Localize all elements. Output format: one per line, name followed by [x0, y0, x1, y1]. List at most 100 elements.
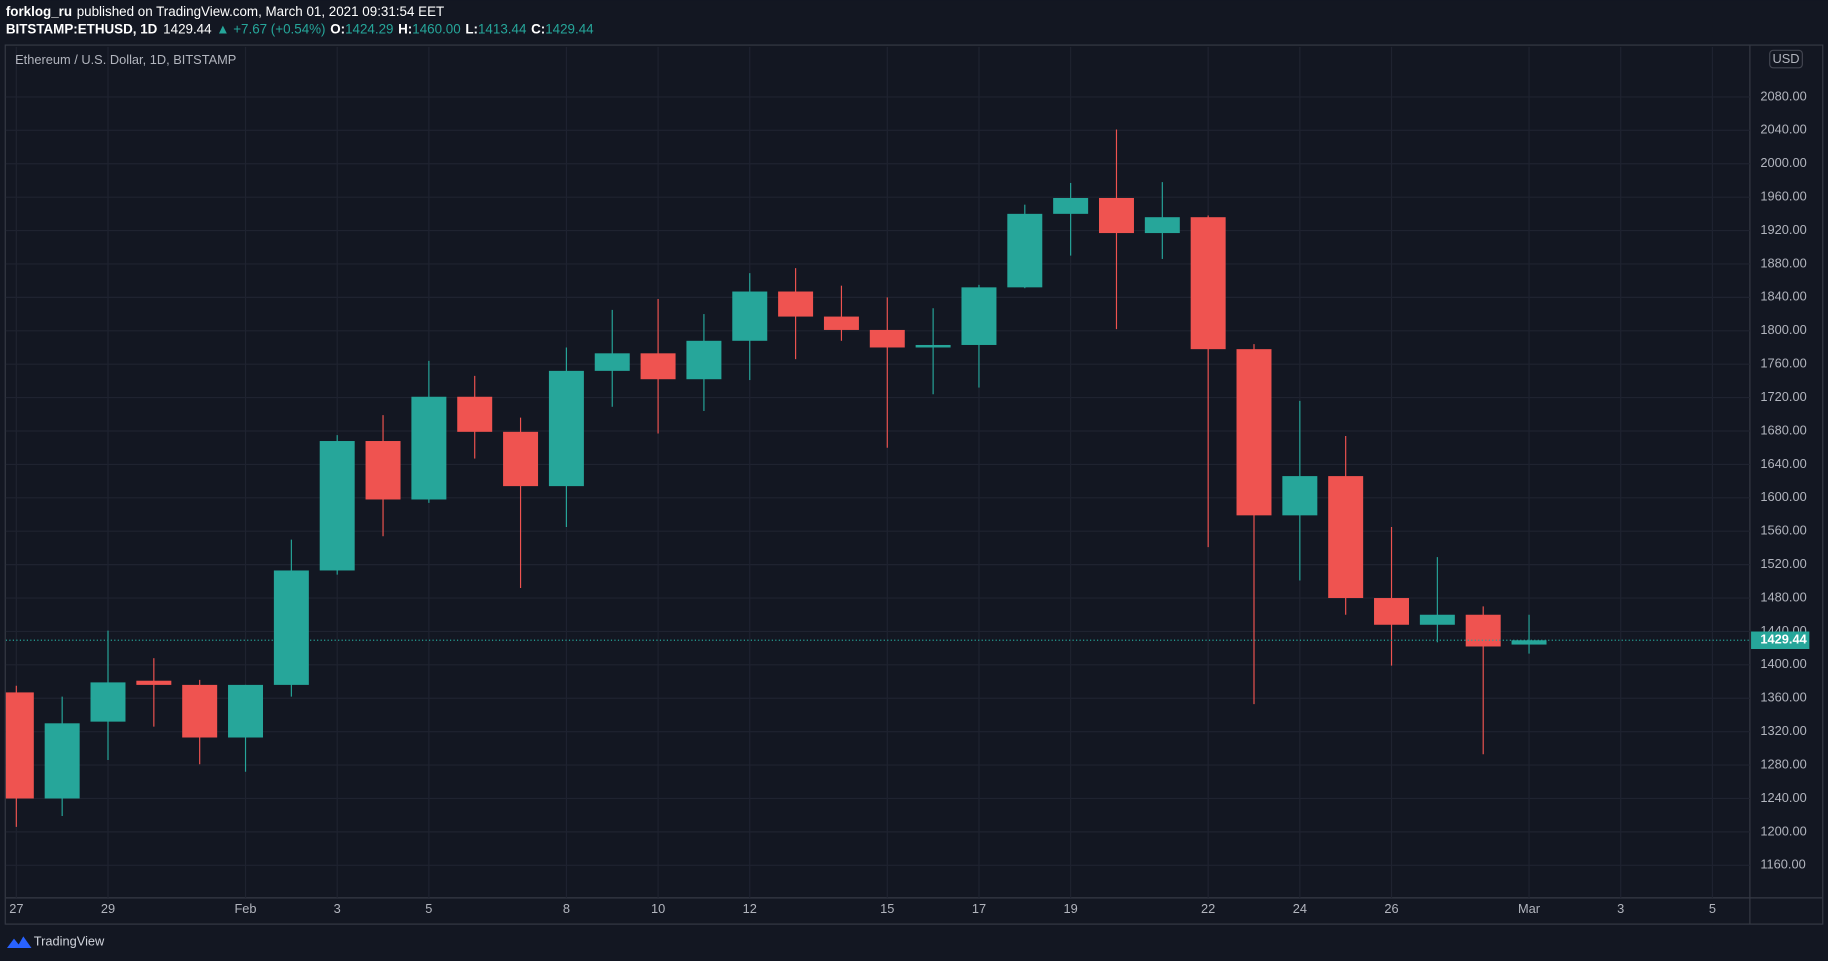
x-tick-label: 26 [1384, 901, 1398, 916]
ohlc-value: 1424.29 [345, 21, 393, 36]
author: forklog_ru [6, 3, 72, 18]
ohlc-value: 1460.00 [412, 21, 460, 36]
y-tick-label: 1760.00 [1760, 356, 1806, 371]
ohlc-key: O: [330, 21, 345, 36]
x-tick-label: 27 [9, 901, 23, 916]
candle-body [319, 441, 355, 571]
candle-body [1465, 614, 1501, 647]
candle-body [5, 692, 34, 799]
y-tick-label: 1160.00 [1760, 857, 1805, 872]
y-tick-label: 1520.00 [1760, 556, 1806, 571]
x-tick-label: 5 [425, 901, 432, 916]
last-price-box [1751, 631, 1810, 650]
x-tick-label: 29 [101, 901, 115, 916]
candle-body [594, 353, 630, 371]
ohlc-key: C: [531, 21, 545, 36]
y-tick-label: 1240.00 [1760, 790, 1806, 805]
candle-body [503, 431, 539, 487]
candle-body [1282, 476, 1318, 516]
x-tick-label: 15 [880, 901, 894, 916]
y-tick-label: 1800.00 [1760, 322, 1806, 337]
symbol-legend: BITSTAMP:ETHUSD, 1D 1429.44 ▲ +7.67 (+0.54… [6, 21, 594, 36]
published: published on TradingView.com, March 01, … [77, 3, 444, 18]
candle-body [457, 396, 493, 432]
candle-body [1007, 213, 1043, 288]
candle-body [1053, 197, 1089, 214]
candle-body [90, 682, 126, 722]
axes: 1160.00 1200.00 1240.00 1280.00 1320.00 1360.… [9, 88, 1810, 916]
candle-body [823, 316, 859, 330]
candle-body [365, 441, 401, 500]
y-tick-label: 1480.00 [1760, 589, 1806, 604]
x-tick-label: 8 [563, 901, 570, 916]
symbol: BITSTAMP:ETHUSD, 1D [6, 21, 158, 36]
ohlc-key: L: [465, 21, 478, 36]
x-tick-label: 12 [743, 901, 757, 916]
candles [5, 129, 1750, 827]
candle-body [182, 684, 218, 738]
candle-body [1328, 476, 1364, 599]
y-tick-label: 1840.00 [1760, 289, 1806, 304]
candle-body [869, 329, 905, 348]
y-tick-label: 2040.00 [1760, 122, 1806, 137]
y-tick-label: 1360.00 [1760, 690, 1806, 705]
publish-line: forklog_ru published on TradingView.com, … [6, 3, 444, 18]
x-tick-label: 5 [1709, 901, 1716, 916]
candle-body [1144, 217, 1180, 234]
y-tick-label: 1600.00 [1760, 489, 1806, 504]
candle-body [778, 291, 814, 317]
ohlc-value: 1413.44 [478, 21, 527, 36]
candle-body [411, 396, 447, 500]
x-tick-label: 3 [334, 901, 341, 916]
candle-body [1374, 598, 1410, 625]
y-tick-label: 1720.00 [1760, 389, 1806, 404]
y-tick-label: 1320.00 [1760, 723, 1806, 738]
candle-body [1419, 614, 1455, 625]
x-tick-label: 22 [1201, 901, 1215, 916]
candle-body [228, 684, 264, 738]
y-tick-label: 1640.00 [1760, 456, 1806, 471]
y-tick-label: 2080.00 [1760, 88, 1806, 103]
y-tick-label: 1680.00 [1760, 422, 1806, 437]
x-tick-label: 3 [1617, 901, 1624, 916]
y-tick-label: 1960.00 [1760, 189, 1806, 204]
candle-body [44, 723, 80, 799]
brand-name[interactable]: TradingView [34, 934, 105, 949]
currency-badge[interactable] [1769, 49, 1803, 69]
x-tick-label: Mar [1518, 901, 1541, 916]
candle-body [640, 353, 676, 380]
x-tick-label: 10 [651, 901, 665, 916]
y-tick-label: 1560.00 [1760, 523, 1806, 538]
currency[interactable]: USD [1772, 51, 1799, 66]
x-tick-label: 19 [1064, 901, 1078, 916]
x-tick-label: Feb [234, 901, 256, 916]
candle-body [1098, 197, 1134, 234]
candle-body [732, 291, 768, 341]
y-tick-label: 1880.00 [1760, 255, 1806, 270]
y-tick-label: 1920.00 [1760, 222, 1806, 237]
y-tick-label: 2000.00 [1760, 155, 1806, 170]
change: ▲ +7.67 (+0.54%) [216, 21, 325, 36]
candle-body [273, 570, 309, 685]
x-tick-label: 17 [972, 901, 986, 916]
last-price-label: 1429.44 [1760, 632, 1807, 647]
last-price: 1429.44 [163, 21, 212, 36]
y-tick-label: 1200.00 [1760, 823, 1806, 838]
candle-body [686, 340, 722, 380]
x-tick-label: 24 [1293, 901, 1307, 916]
ohlc-key: H: [398, 21, 412, 36]
y-tick-label: 1400.00 [1760, 656, 1806, 671]
ohlc-value: 1429.44 [545, 21, 594, 36]
candle-body [136, 680, 172, 685]
candle-body [1511, 640, 1547, 645]
candle-body [548, 370, 584, 487]
candle-body [915, 344, 951, 348]
pane-title: Ethereum / U.S. Dollar, 1D, BITSTAMP [15, 52, 236, 67]
pane-border [4, 44, 1824, 925]
candle-body [1190, 217, 1226, 350]
y-tick-label: 1280.00 [1760, 756, 1806, 771]
candle-body [961, 287, 997, 345]
